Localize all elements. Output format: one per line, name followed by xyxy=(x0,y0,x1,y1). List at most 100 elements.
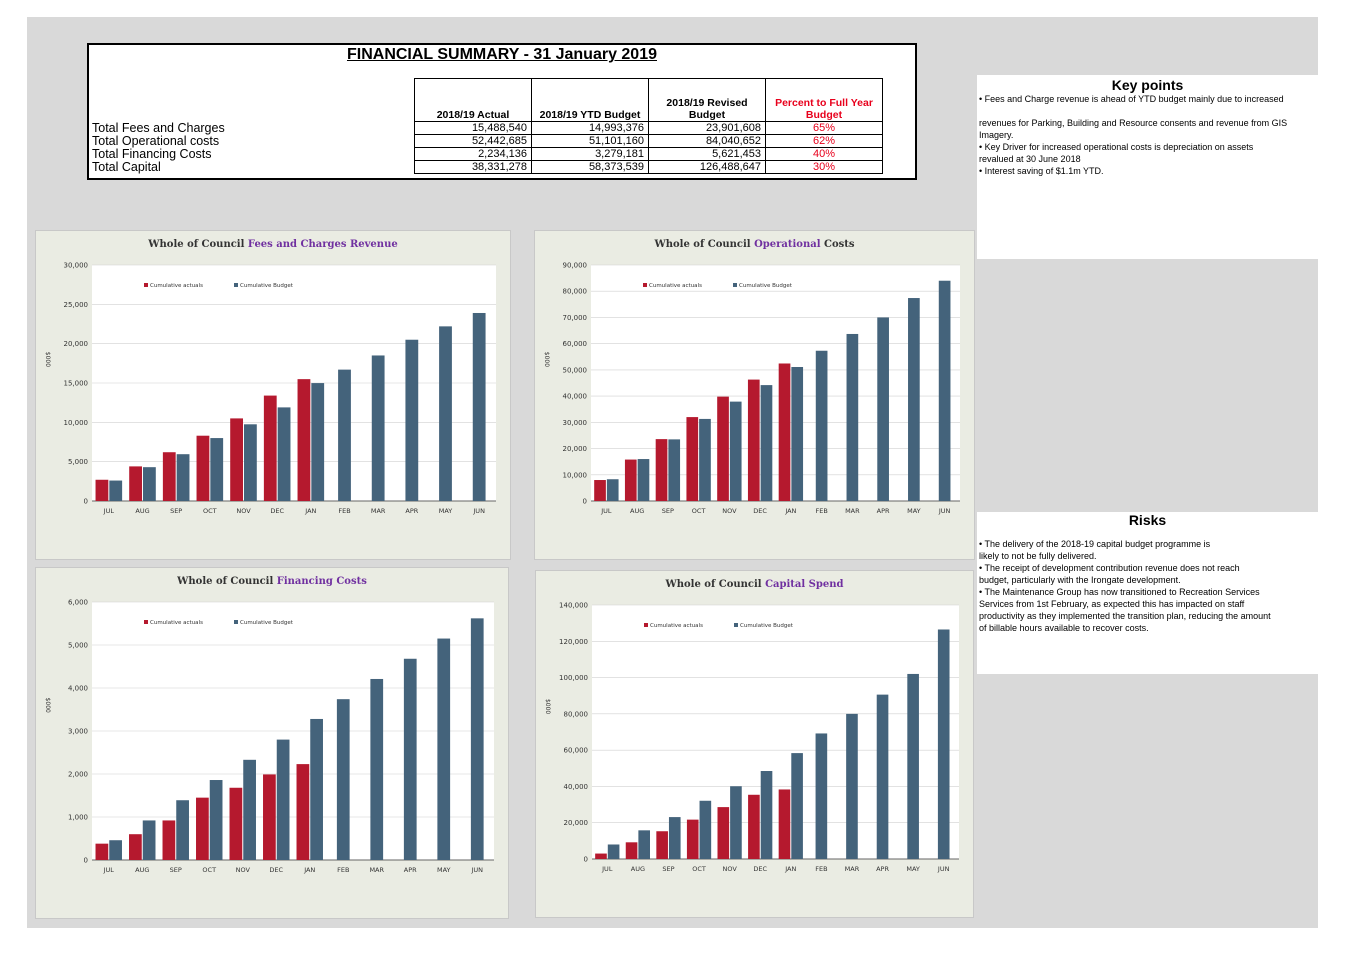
legend-label: Cumulative actuals xyxy=(650,623,703,629)
header-actual: 2018/19 Actual xyxy=(414,78,532,122)
y-tick-label: 0 xyxy=(584,856,588,864)
bar-budget xyxy=(209,780,223,860)
y-tick-label: 1,000 xyxy=(68,814,88,822)
legend-label: Cumulative Budget xyxy=(740,623,794,629)
x-tick-label: MAR xyxy=(369,866,384,874)
x-tick-label: APR xyxy=(405,507,418,515)
x-tick-label: JAN xyxy=(784,865,796,873)
key-point-line: revenues for Parking, Building and Resou… xyxy=(979,118,1288,140)
y-tick-label: 15,000 xyxy=(64,380,89,388)
bar-budget xyxy=(310,718,323,860)
y-tick-label: 0 xyxy=(84,498,88,506)
x-tick-label: JAN xyxy=(304,507,316,515)
bar-actual xyxy=(296,764,310,860)
x-tick-label: AUG xyxy=(631,865,645,873)
x-tick-label: MAR xyxy=(371,507,386,515)
chart-title: Whole of Council Capital Spend xyxy=(664,579,843,590)
capital-spend-chart: Whole of Council Capital Spend 0 20,000 40,… xyxy=(535,570,974,918)
y-axis-label: $000 xyxy=(44,698,51,713)
table-row: Total Capital 38,331,278 58,373,539 126,… xyxy=(90,160,883,174)
chart-title-prefix: Whole of Council xyxy=(653,239,754,250)
y-tick-label: 60,000 xyxy=(564,747,589,755)
bar-budget xyxy=(668,817,681,859)
x-tick-label: JUN xyxy=(470,866,483,874)
x-tick-label: OCT xyxy=(692,507,706,515)
bar-budget xyxy=(336,699,350,860)
bar-budget xyxy=(877,317,889,501)
x-tick-label: NOV xyxy=(236,866,251,874)
bar-actual xyxy=(196,797,209,860)
bar-budget xyxy=(371,355,385,501)
bar-actual xyxy=(686,819,699,859)
bar-actual xyxy=(95,843,109,860)
x-tick-label: AUG xyxy=(135,507,149,515)
bar-budget xyxy=(876,694,889,859)
y-axis-label: $000 xyxy=(44,352,51,367)
x-tick-label: JUL xyxy=(600,507,612,515)
y-tick-label: 5,000 xyxy=(68,642,88,650)
x-tick-label: NOV xyxy=(722,865,737,873)
x-tick-label: FEB xyxy=(337,866,349,874)
y-tick-label: 90,000 xyxy=(563,262,588,270)
bar-actual xyxy=(162,820,176,860)
key-points-panel: Key points • Fees and Charge revenue is … xyxy=(977,75,1318,259)
bar-budget xyxy=(815,350,828,501)
x-tick-label: APR xyxy=(876,865,889,873)
cell-percent: 30% xyxy=(765,160,883,174)
x-tick-label: APR xyxy=(877,507,890,515)
bar-actual xyxy=(778,789,791,859)
y-tick-label: 20,000 xyxy=(563,445,588,453)
x-tick-label: NOV xyxy=(722,507,737,515)
header-percent: Percent to Full Year Budget xyxy=(765,78,883,122)
bar-actual xyxy=(162,452,176,501)
x-tick-label: JUN xyxy=(937,865,950,873)
bar-budget xyxy=(405,339,419,501)
x-tick-label: JAN xyxy=(303,866,315,874)
risk-line: likely to not be fully delivered. xyxy=(979,551,1097,561)
y-axis-label: $000 xyxy=(544,699,551,714)
bar-actual xyxy=(196,435,210,501)
bar-actual xyxy=(624,459,637,501)
header-revised: 2018/19 Revised Budget xyxy=(648,78,766,122)
bar-budget xyxy=(699,418,711,501)
y-tick-label: 25,000 xyxy=(64,301,89,309)
bar-budget xyxy=(243,759,256,860)
table-row: Total Operational costs 52,442,685 51,10… xyxy=(90,134,883,148)
x-tick-label: MAY xyxy=(439,507,453,515)
x-tick-label: MAY xyxy=(906,865,920,873)
y-tick-label: 70,000 xyxy=(563,314,588,322)
chart-svg: Whole of Council Capital Spend 0 20,000 40,… xyxy=(544,579,959,873)
cell-revised: 126,488,647 xyxy=(648,160,766,174)
fees-charges-chart: Whole of Council Fees and Charges Revenu… xyxy=(35,230,511,560)
chart-title-prefix: Whole of Council xyxy=(147,239,248,250)
bar-budget xyxy=(637,459,650,501)
bar-actual xyxy=(717,396,729,501)
key-point-line: • Interest saving of $1.1m YTD. xyxy=(979,166,1104,176)
y-tick-label: 3,000 xyxy=(68,728,88,736)
chart-title-accent: Capital Spend xyxy=(765,579,843,590)
bar-budget xyxy=(907,673,919,859)
cell-percent: 62% xyxy=(765,134,883,148)
financial-summary-table: FINANCIAL SUMMARY - 31 January 2019 2018… xyxy=(87,43,917,180)
bar-budget xyxy=(439,326,452,501)
risk-line: of billable hours available to recover c… xyxy=(979,623,1149,633)
bar-budget xyxy=(606,479,619,501)
bar-budget xyxy=(311,383,325,501)
cell-revised: 84,040,652 xyxy=(648,134,766,148)
legend-label: Cumulative Budget xyxy=(240,283,294,289)
cell-actual: 38,331,278 xyxy=(414,160,532,174)
bar-actual xyxy=(655,439,668,501)
y-tick-label: 20,000 xyxy=(564,819,589,827)
bar-actual xyxy=(297,379,311,501)
x-tick-label: FEB xyxy=(338,507,350,515)
x-tick-label: MAY xyxy=(437,866,451,874)
x-tick-label: OCT xyxy=(202,866,216,874)
x-tick-label: OCT xyxy=(692,865,706,873)
bar-actual xyxy=(263,395,277,501)
bar-budget xyxy=(938,280,951,501)
y-tick-label: 30,000 xyxy=(64,262,89,270)
header-spacer xyxy=(90,79,415,122)
cell-percent: 40% xyxy=(765,147,883,161)
cell-ytd: 14,993,376 xyxy=(531,121,649,135)
legend-swatch xyxy=(234,283,238,287)
